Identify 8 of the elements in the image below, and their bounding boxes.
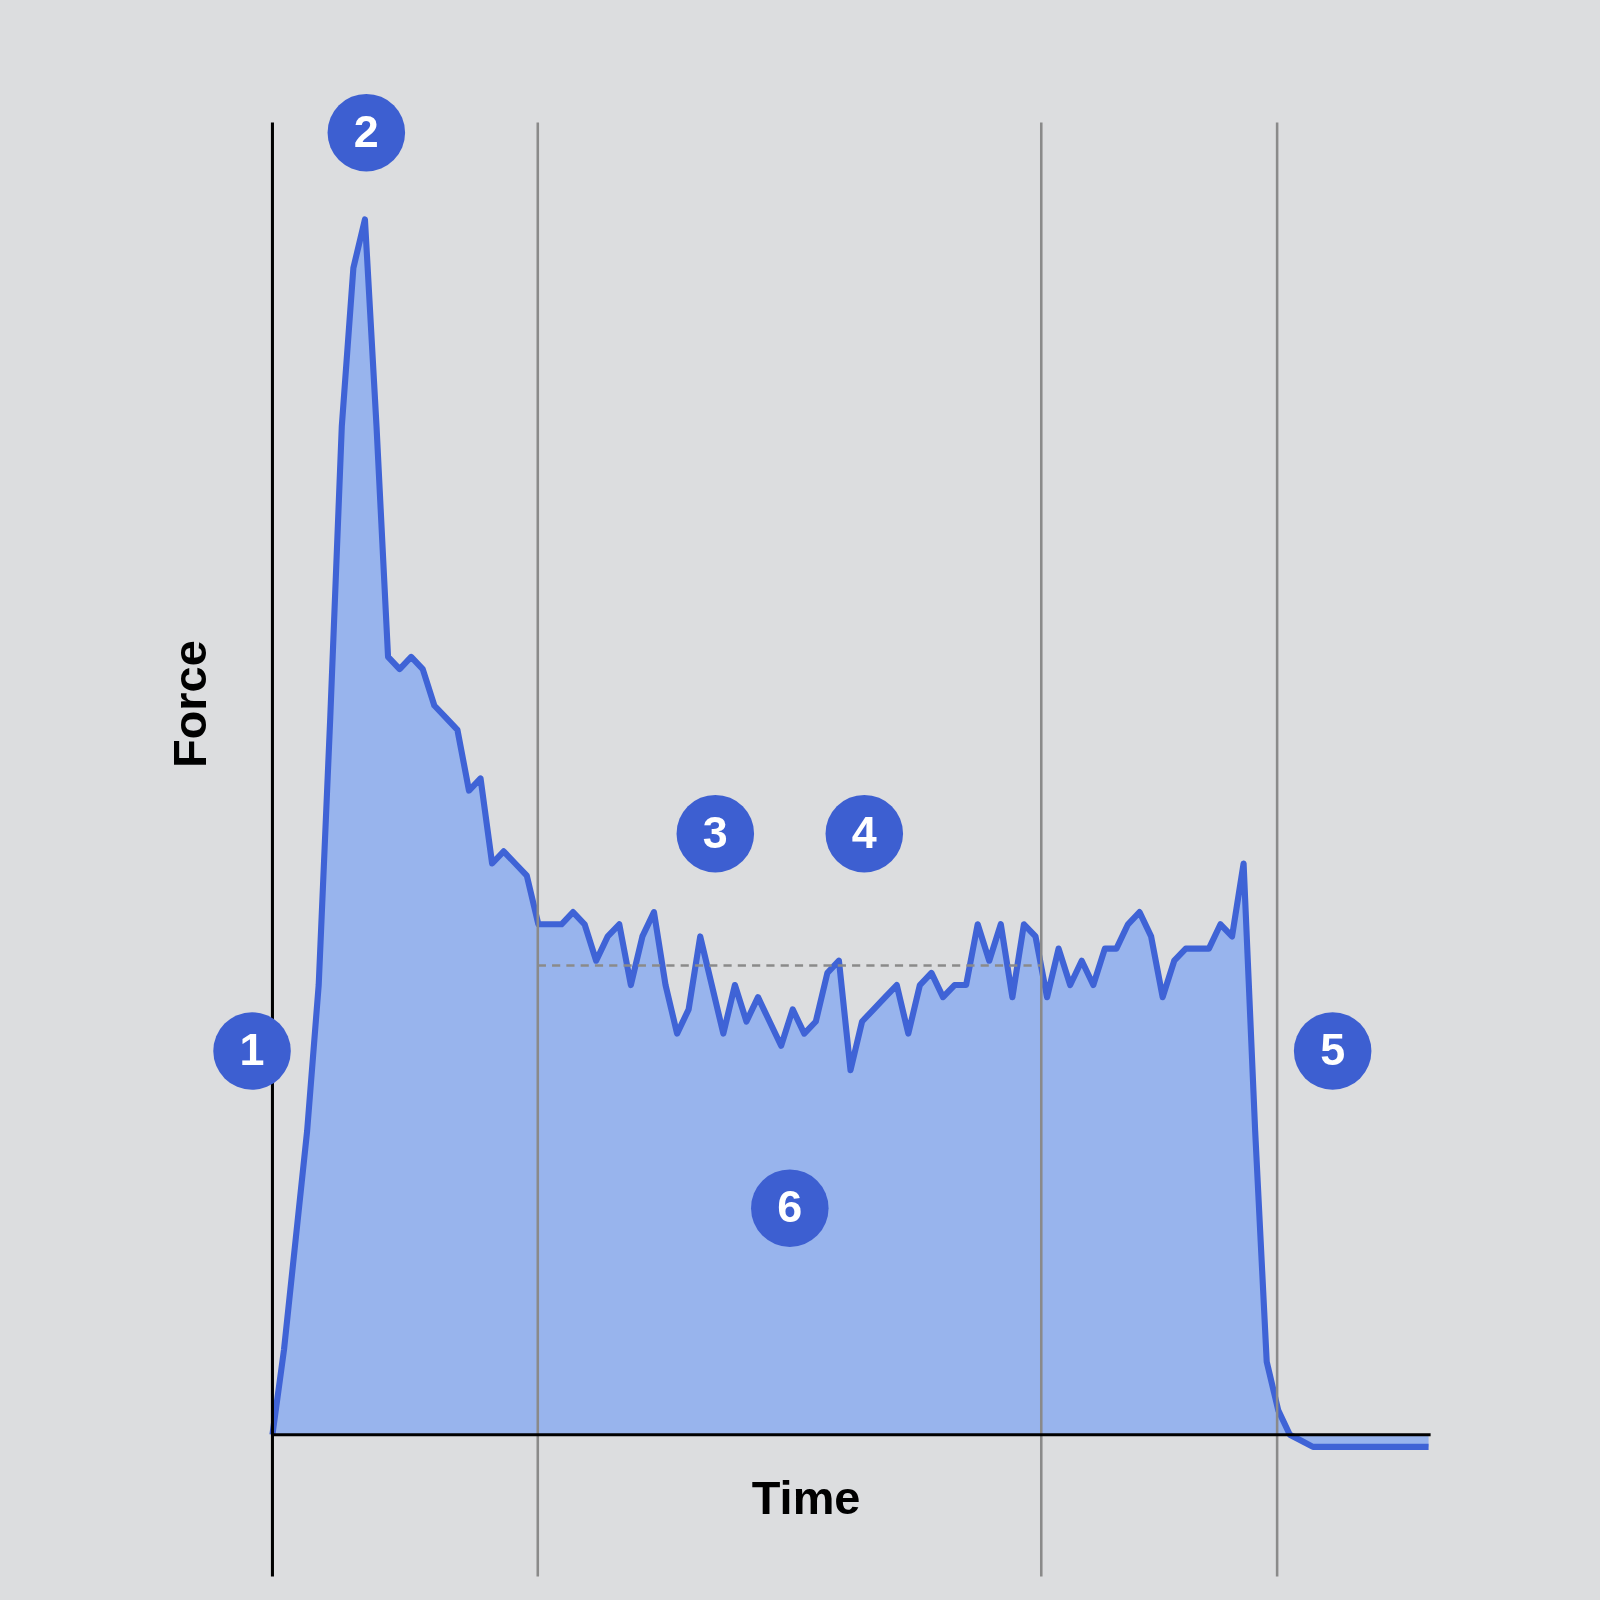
annotation: 3 <box>702 806 728 858</box>
text: 1 <box>239 1023 265 1075</box>
annotation: 4 <box>851 806 877 858</box>
y-axis-title: Force <box>164 640 217 768</box>
annotation: 5 <box>1320 1023 1346 1075</box>
text: 2 <box>353 105 379 157</box>
x-axis-title: Time <box>751 1472 861 1525</box>
annotation: 6 <box>777 1181 803 1233</box>
